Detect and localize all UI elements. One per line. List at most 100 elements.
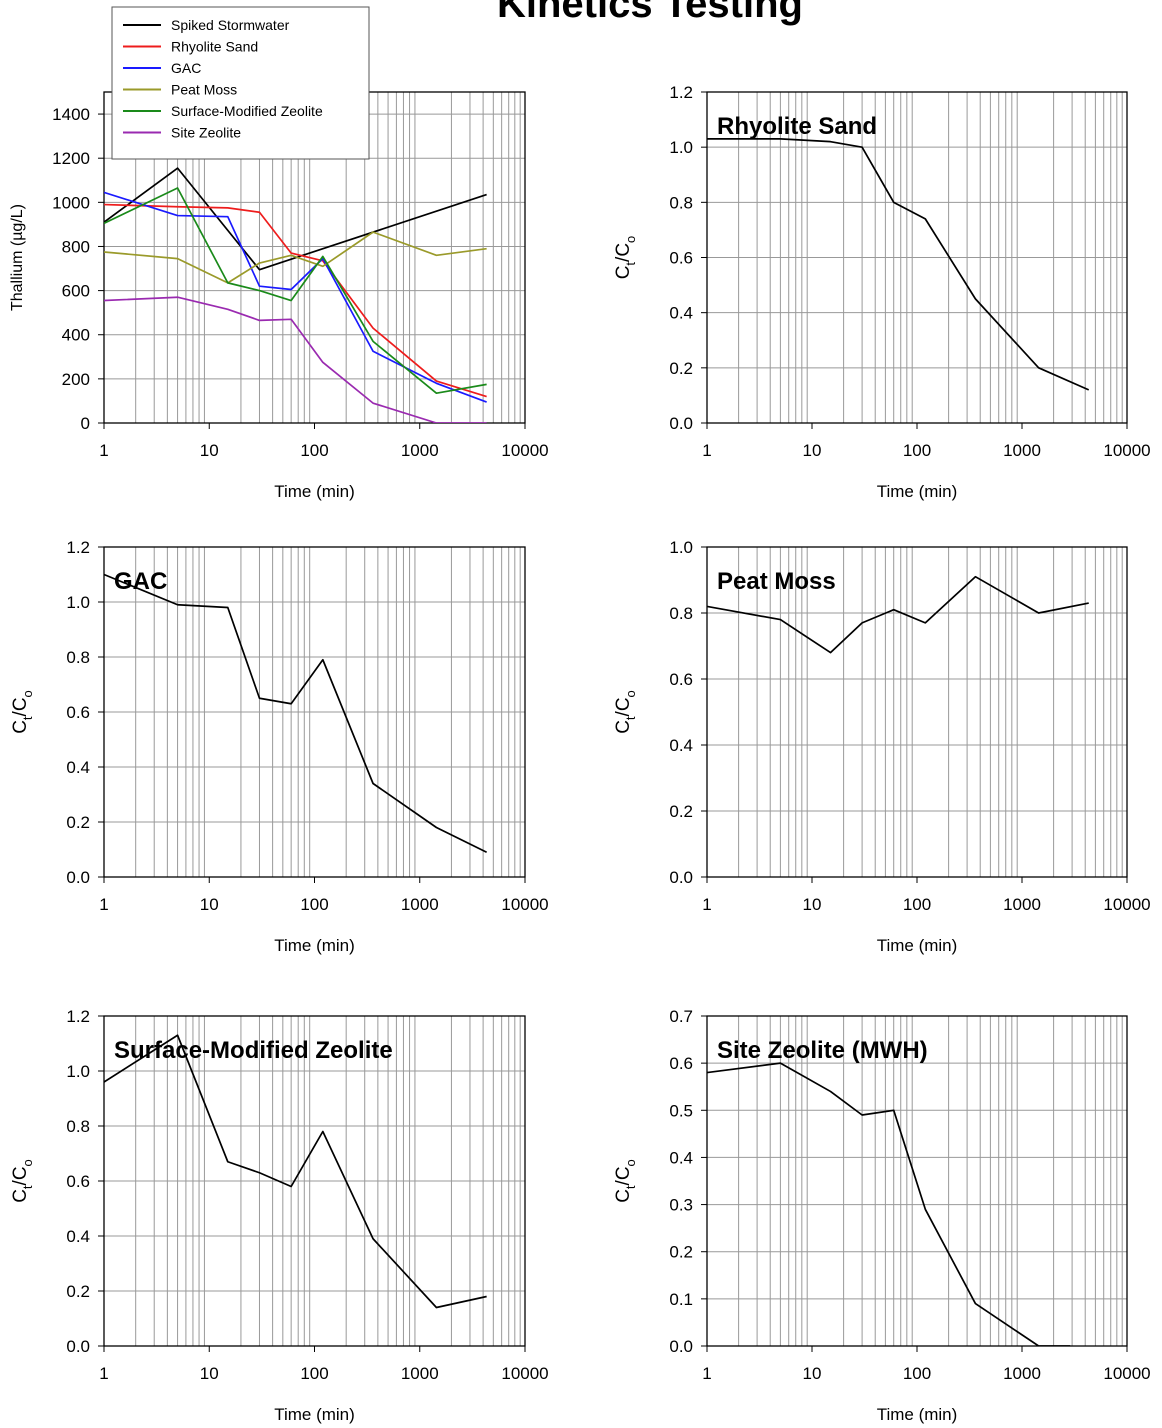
x-tick-label: 1 <box>702 1364 711 1383</box>
y-tick-label: 1.2 <box>66 538 90 557</box>
series-line-ct-co <box>104 1034 487 1309</box>
x-tick-label: 10000 <box>501 895 548 914</box>
legend-label: Site Zeolite <box>171 125 241 141</box>
y-tick-label: 800 <box>62 237 90 256</box>
y-axis-label: Thallium (µg/L) <box>9 204 26 311</box>
y-tick-label: 0.4 <box>669 1148 693 1167</box>
series-line-site-zeolite <box>104 296 487 423</box>
y-tick-label: 1.2 <box>669 83 693 102</box>
x-tick-label: 10 <box>200 1364 219 1383</box>
legend-label: Surface-Modified Zeolite <box>171 103 323 119</box>
x-tick-label: 1 <box>702 441 711 460</box>
x-tick-label: 100 <box>300 1364 328 1383</box>
y-tick-label: 1.2 <box>66 1007 90 1026</box>
y-axis-label: Ct/Co <box>10 690 35 734</box>
chart-2: 1 10 100 1000 10000 0.0 0.2 0.4 0.6 0.8 1.0 1.2 Time… <box>613 83 1151 501</box>
x-tick-label: 1 <box>99 441 108 460</box>
y-axis-label: Ct/Co <box>613 236 638 280</box>
series-group <box>104 573 488 854</box>
legend-label: GAC <box>171 60 201 76</box>
chart-title: Site Zeolite (MWH) <box>717 1037 928 1064</box>
y-tick-label: 0.2 <box>669 802 693 821</box>
y-axis-label: Ct/Co <box>613 1159 638 1203</box>
series-group <box>707 575 1089 654</box>
x-axis-label: Time (min) <box>274 482 355 501</box>
x-tick-label: 1000 <box>401 895 439 914</box>
y-tick-label: 0.1 <box>669 1290 693 1309</box>
x-axis-label: Time (min) <box>877 936 958 955</box>
y-tick-label: 0.8 <box>66 648 90 667</box>
chart-title: GAC <box>114 568 167 595</box>
x-tick-label: 1 <box>702 895 711 914</box>
x-tick-label: 10000 <box>501 1364 548 1383</box>
x-tick-label: 10 <box>200 895 219 914</box>
series-line-surface-modified-zeolite <box>104 187 487 395</box>
y-tick-label: 0.4 <box>669 304 693 323</box>
chart-6: 1 10 100 1000 10000 0.0 0.1 0.2 0.3 0.4 0.5 0.6 0.7 T… <box>613 1007 1151 1424</box>
x-tick-label: 100 <box>903 1364 931 1383</box>
y-tick-label: 0.4 <box>66 758 90 777</box>
series-line-rhyolite-sand <box>104 203 487 398</box>
x-tick-label: 1 <box>99 1364 108 1383</box>
x-tick-label: 10000 <box>501 441 548 460</box>
y-tick-label: 1400 <box>52 105 90 124</box>
x-tick-label: 10000 <box>1103 441 1150 460</box>
x-tick-label: 100 <box>903 895 931 914</box>
x-tick-label: 1000 <box>1003 441 1041 460</box>
chart-5: 1 10 100 1000 10000 0.0 0.2 0.4 0.6 0.8 1.0 1.2 Time… <box>10 1007 549 1424</box>
x-tick-label: 10 <box>200 441 219 460</box>
legend-box <box>111 6 370 160</box>
x-tick-label: 100 <box>300 895 328 914</box>
x-axis-label: Time (min) <box>877 1405 958 1424</box>
x-tick-label: 1000 <box>401 1364 439 1383</box>
chart-title: Rhyolite Sand <box>717 113 877 140</box>
y-tick-label: 0.0 <box>66 868 90 887</box>
y-tick-label: 0.4 <box>66 1227 90 1246</box>
x-tick-label: 1 <box>99 895 108 914</box>
y-tick-label: 0.8 <box>669 193 693 212</box>
x-tick-label: 10000 <box>1103 895 1150 914</box>
series-line-peat-moss <box>104 231 487 284</box>
x-tick-label: 10 <box>803 1364 822 1383</box>
y-tick-label: 200 <box>62 370 90 389</box>
legend-label: Peat Moss <box>171 82 237 98</box>
y-tick-label: 0.0 <box>669 1337 693 1356</box>
y-tick-label: 400 <box>62 326 90 345</box>
x-tick-label: 1000 <box>1003 895 1041 914</box>
x-tick-label: 1000 <box>401 441 439 460</box>
chart-title: Peat Moss <box>717 568 836 595</box>
y-axis-label: Ct/Co <box>10 1159 35 1203</box>
y-tick-label: 1200 <box>52 149 90 168</box>
x-tick-label: 10 <box>803 441 822 460</box>
y-tick-label: 1.0 <box>669 138 693 157</box>
y-tick-label: 1.0 <box>669 538 693 557</box>
series-line-ct-co <box>707 138 1090 391</box>
x-tick-label: 100 <box>300 441 328 460</box>
y-tick-label: 0.8 <box>669 604 693 623</box>
chart-title: Surface-Modified Zeolite <box>114 1037 393 1064</box>
y-tick-label: 0.3 <box>669 1196 693 1215</box>
y-axis-label: Ct/Co <box>613 690 638 734</box>
y-tick-label: 0.5 <box>669 1101 693 1120</box>
series-group <box>104 1034 487 1309</box>
x-tick-label: 10 <box>803 895 822 914</box>
y-tick-label: 0.8 <box>66 1117 90 1136</box>
legend-label: Rhyolite Sand <box>171 39 258 55</box>
series-line-ct-co <box>104 573 488 854</box>
y-tick-label: 600 <box>62 282 90 301</box>
x-axis-label: Time (min) <box>274 1405 355 1424</box>
y-tick-label: 0.7 <box>669 1007 693 1026</box>
y-tick-label: 0.6 <box>669 670 693 689</box>
y-tick-label: 0.4 <box>669 736 693 755</box>
series-group <box>707 1062 1071 1346</box>
y-tick-label: 0.2 <box>669 1243 693 1262</box>
y-tick-label: 0.0 <box>669 414 693 433</box>
series-line-ct-co <box>707 1062 1071 1346</box>
legend-label: Spiked Stormwater <box>171 17 290 33</box>
y-tick-label: 1.0 <box>66 593 90 612</box>
y-tick-label: 0.6 <box>669 1054 693 1073</box>
series-group <box>707 138 1090 391</box>
series-line-gac <box>104 191 487 403</box>
x-tick-label: 1000 <box>1003 1364 1041 1383</box>
